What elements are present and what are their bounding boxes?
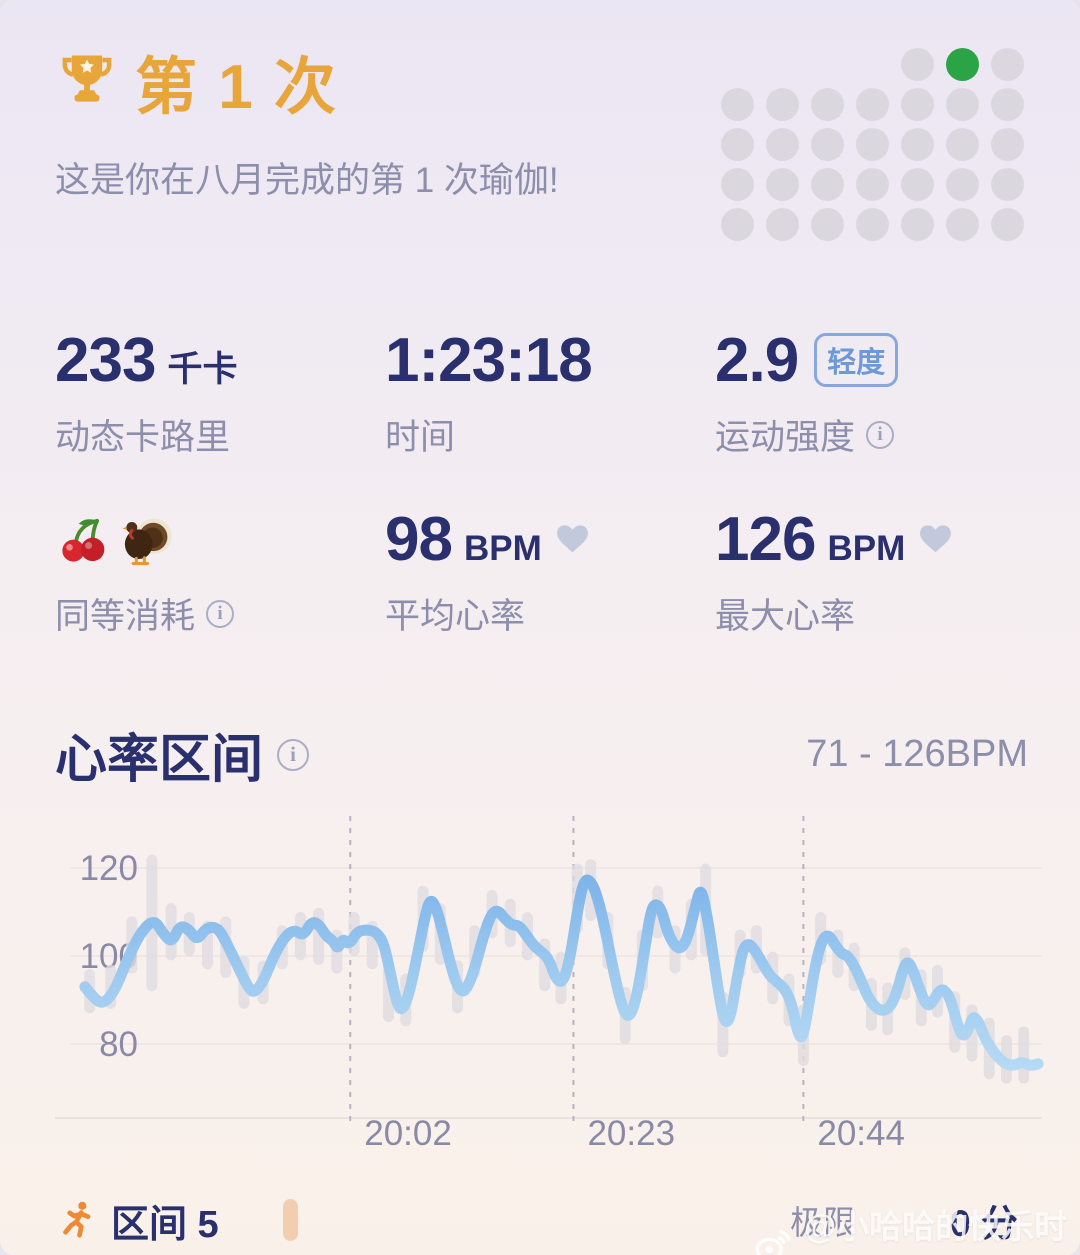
intensity-badge: 轻度	[814, 333, 899, 387]
info-icon[interactable]	[866, 420, 895, 449]
calendar-dot	[766, 207, 799, 241]
hr-zone-row: 区间 5 极限 0 分	[0, 1172, 1080, 1255]
intensity-label: 运动强度	[715, 418, 856, 457]
calendar-dot	[901, 207, 934, 241]
calendar-dot	[991, 207, 1024, 241]
calendar-dot	[811, 127, 844, 161]
equivalent-label: 同等消耗	[55, 597, 196, 636]
max-hr-label: 最大心率	[715, 597, 856, 636]
duration-label: 时间	[385, 418, 456, 457]
svg-text:20:44: 20:44	[817, 1114, 905, 1153]
calories-unit: 千卡	[167, 350, 238, 389]
calendar-dot	[901, 47, 934, 81]
calendar-dot	[901, 167, 934, 201]
info-icon[interactable]	[206, 599, 235, 628]
calendar-dot	[721, 207, 754, 241]
calendar-dot	[766, 167, 799, 201]
trophy-icon	[55, 47, 119, 116]
max-hr-value: 126	[715, 505, 816, 574]
zone-type-label: 极限	[790, 1204, 856, 1241]
heart-icon	[554, 520, 591, 562]
intensity-value: 2.9	[715, 326, 799, 395]
avg-hr-label: 平均心率	[385, 597, 526, 636]
svg-text:80: 80	[99, 1025, 138, 1064]
calendar-dot	[991, 87, 1024, 121]
duration-value: 1:23:18	[385, 326, 593, 395]
runner-icon	[55, 1199, 111, 1241]
achievement-title-row: 第 1 次	[55, 36, 1028, 126]
max-hr-unit: BPM	[827, 529, 906, 568]
stat-equivalent: 同等消耗	[55, 506, 385, 639]
hr-zones-title: 心率区间	[55, 731, 264, 789]
calendar-dot	[856, 127, 889, 161]
heart-icon	[917, 520, 954, 562]
calendar-dot	[721, 127, 754, 161]
calendar-dot	[721, 167, 754, 201]
avg-hr-value: 98	[385, 505, 453, 574]
calendar-dot	[811, 48, 844, 81]
calendar-dot	[856, 48, 889, 81]
calendar-dot	[901, 87, 934, 121]
calendar-dot	[721, 48, 754, 81]
calendar-dot	[766, 127, 799, 161]
calendar-dot	[901, 127, 934, 161]
stat-max-heart-rate: 126 BPM 最大心率	[715, 505, 1028, 639]
equivalent-emojis	[55, 506, 385, 580]
info-icon[interactable]	[277, 738, 310, 771]
zone-duration-bar	[283, 1199, 298, 1241]
calendar-dot	[811, 207, 844, 241]
calories-value: 233	[55, 326, 156, 395]
calendar-dot	[946, 87, 979, 121]
calendar-dot	[856, 87, 889, 121]
calendar-dot	[766, 48, 799, 81]
hr-range-label: 71 - 126BPM	[806, 733, 1028, 775]
weibo-icon	[752, 1222, 796, 1255]
calendar-dot	[811, 87, 844, 121]
stat-avg-heart-rate: 98 BPM 平均心率	[385, 505, 715, 639]
heart-rate-section-header: 心率区间 71 - 126BPM	[0, 717, 1080, 792]
calendar-dot	[991, 47, 1024, 81]
stats-grid: 233 千卡 动态卡路里 1:23:18 时间 2.9 轻度 运动强度	[0, 326, 1080, 639]
calendar-dot	[721, 87, 754, 121]
calories-label: 动态卡路里	[55, 418, 231, 457]
calendar-dot	[946, 207, 979, 241]
calendar-dot	[856, 207, 889, 241]
calendar-dot	[856, 167, 889, 201]
svg-text:120: 120	[80, 849, 138, 888]
cherries-icon	[55, 513, 111, 574]
calendar-dot	[946, 127, 979, 161]
calendar-dot-active	[946, 47, 979, 81]
svg-text:20:23: 20:23	[587, 1114, 675, 1153]
stat-duration: 1:23:18 时间	[385, 326, 715, 460]
watermark-text: @小哈哈的快乐时光	[804, 1208, 1068, 1245]
page-title: 第 1 次	[135, 53, 338, 122]
calendar-dot	[991, 127, 1024, 161]
avg-hr-unit: BPM	[463, 529, 542, 568]
svg-text:20:02: 20:02	[364, 1114, 452, 1153]
calendar-dot	[766, 87, 799, 121]
heart-rate-chart[interactable]: 20:02 20:23 20:44 120 100 80	[0, 806, 1080, 1156]
achievement-subtitle: 这是你在八月完成的第 1 次瑜伽!	[55, 161, 559, 200]
calendar-dot	[811, 167, 844, 201]
stat-intensity: 2.9 轻度 运动强度	[715, 326, 1028, 460]
turkey-icon	[117, 512, 175, 575]
calendar-dot	[991, 167, 1024, 201]
calendar-dot-grid	[715, 44, 1030, 244]
stat-active-calories: 233 千卡 动态卡路里	[55, 326, 385, 460]
header: 第 1 次 这是你在八月完成的第 1 次瑜伽!	[0, 0, 1080, 241]
zone-minutes: 0 分	[950, 1203, 1018, 1244]
calendar-dot	[946, 167, 979, 201]
watermark: @小哈哈的快乐时光	[752, 1200, 1080, 1255]
zone-name: 区间 5	[111, 1203, 219, 1246]
